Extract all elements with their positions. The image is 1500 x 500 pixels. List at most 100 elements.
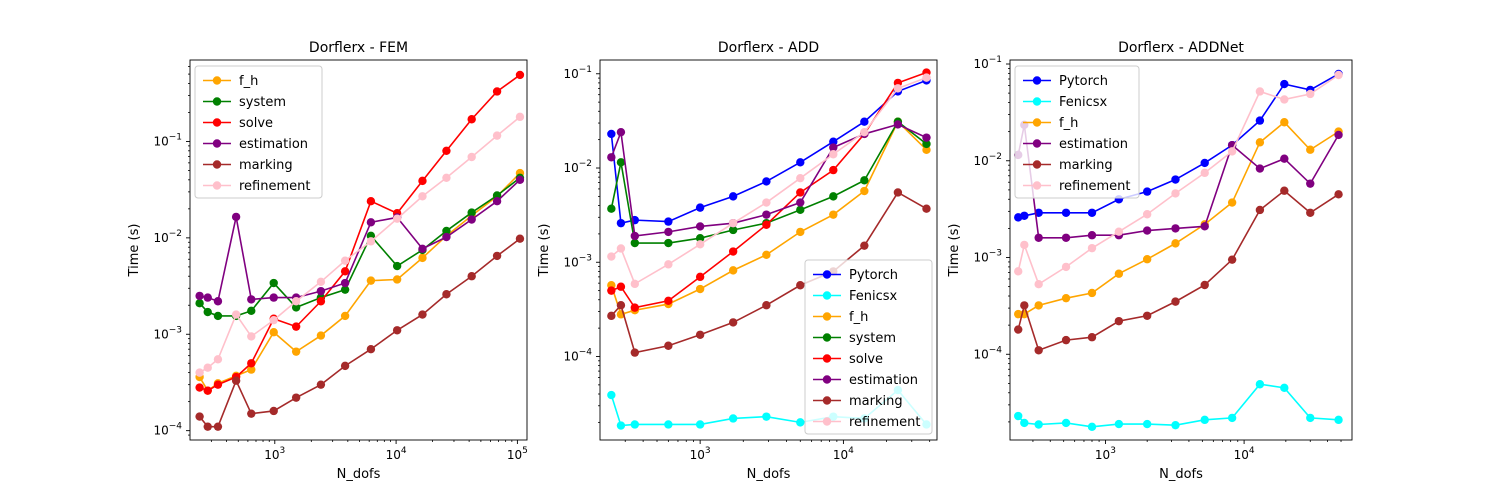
chart-0-point-marking [203,422,212,431]
chart-0-series-line-estimation [199,179,521,303]
chart-1-point-Fenicsx [728,414,738,423]
chart-2-point-marking [1114,316,1124,326]
chart-2-title: Dorflerx - ADDNet [1118,40,1244,56]
chart-1-point-system [796,205,805,215]
chart-2-point-marking [1061,335,1071,345]
chart-2-point-estimation [1034,233,1043,242]
chart-2-legend-label-Pytorch: Pytorch [1059,74,1108,89]
chart-2-y-tick-label: 10−4 [973,345,1002,361]
chart-1-point-marking [695,330,705,339]
chart-1-point-f_h [762,250,771,259]
chart-1-legend-label-solve: solve [849,352,883,367]
chart-1-point-estimation [616,127,626,137]
chart-0-point-f_h [291,347,301,356]
chart-1-point-Fenicsx [607,390,616,400]
chart-1-point-Pytorch [860,117,869,126]
chart-0-point-system [392,261,402,271]
chart-1-point-marking [893,188,903,197]
chart-1-point-marking [860,241,869,250]
chart-2-xlabel: N_dofs [1159,467,1203,482]
chart-0-y-tick-label: 10−2 [153,229,182,245]
chart-1-point-refinement [922,73,931,82]
chart-1-point-system [664,238,673,248]
chart-0-point-marking [269,406,278,416]
chart-2-point-Pytorch [1087,208,1097,217]
chart-1-point-refinement [630,279,640,289]
chart-1-legend-marker-Pytorch [822,270,832,279]
chart-1-point-solve [728,247,738,256]
chart-2-point-f_h [1255,138,1265,147]
chart-2-point-Fenicsx [1020,418,1029,428]
chart-1-legend-marker-estimation [822,375,832,384]
chart-1-legend-box [804,259,933,435]
chart-0-point-system [269,278,278,288]
chart-0-y-tick-label: 10−3 [153,325,182,341]
chart-2-point-f_h [1034,301,1043,310]
chart-2-legend-marker-refinement [1032,181,1042,190]
chart-1-point-marking [922,204,931,213]
chart-2-point-marking [1280,186,1289,195]
chart-0-point-refinement [291,297,301,306]
chart-2-point-estimation [1255,164,1265,173]
chart-0-point-estimation [247,295,256,304]
chart-0-point-f_h [340,311,350,321]
chart-2-point-Pytorch [1171,175,1180,184]
chart-1-point-Pytorch [664,217,673,226]
chart-2-y-tick-label: 10−1 [973,55,1002,71]
chart-0-point-marking [467,272,476,281]
chart-0-point-estimation [195,291,204,301]
chart-1-point-system [630,238,640,248]
chart-2-legend-marker-marking [1032,160,1042,169]
chart-0-point-estimation [515,175,525,185]
chart-1-point-refinement [796,173,805,183]
chart-1-point-marking [630,348,640,357]
chart-1-point-marking [728,318,738,327]
chart-0-point-refinement [195,368,204,377]
chart-1-point-estimation [630,231,640,241]
chart-0-point-solve [316,297,326,306]
chart-0-point-estimation [442,232,451,242]
chart-1-y-tick-label: 10−2 [563,159,592,175]
chart-0-point-refinement [213,355,223,364]
chart-0-point-solve [515,70,525,80]
chart-2-point-refinement [1280,95,1289,104]
chart-1-point-estimation [829,143,838,152]
chart-1-point-solve [829,165,838,175]
chart-1-point-estimation [922,133,931,142]
chart-0-legend-label-solve: solve [239,116,273,131]
chart-0-point-marking [492,251,502,261]
chart-0-point-refinement [269,315,278,325]
chart-2-point-Fenicsx [1087,422,1097,431]
chart-0-x-tick-label: 103 [264,446,285,462]
chart-0-axes-frame [189,59,528,441]
chart-2-series-line-Pytorch [1018,73,1339,219]
chart-2-point-refinement [1114,227,1124,236]
chart-1-point-solve [695,272,705,282]
chart-1-point-refinement [616,244,626,253]
chart-0-y-tick-label: 10−1 [153,132,182,148]
chart-2-point-Pytorch [1020,211,1029,220]
chart-2-point-estimation [1142,226,1152,235]
chart-0-point-marking [366,344,376,354]
chart-1-series-line-marking [610,191,927,354]
chart-1-plot-area [607,68,931,430]
chart-0-point-marking [247,409,256,418]
chart-2-point-refinement [1034,279,1043,289]
chart-0-point-estimation [492,197,502,206]
chart-1-point-system [607,204,616,213]
chart-1-point-system [695,233,705,243]
chart-0-point-estimation [340,278,350,288]
chart-0-point-refinement [392,214,402,223]
chart-1-point-Pytorch [695,203,705,212]
chart-2-point-Pytorch [1142,187,1152,196]
chart-2-legend-label-f_h: f_h [1059,116,1078,131]
chart-0-legend-label-system: system [239,95,286,110]
chart-2-legend: Pytorch Fenicsx f_h estimation marking refine… [1014,65,1140,199]
chart-0-point-marking [442,290,451,299]
chart-1-xlabel: N_dofs [747,467,791,482]
chart-2-point-f_h [1227,198,1237,207]
chart-1-point-f_h [922,145,931,155]
chart-0-point-solve [247,359,256,368]
chart-2-point-marking [1014,325,1023,334]
chart-2-point-refinement [1020,240,1029,250]
